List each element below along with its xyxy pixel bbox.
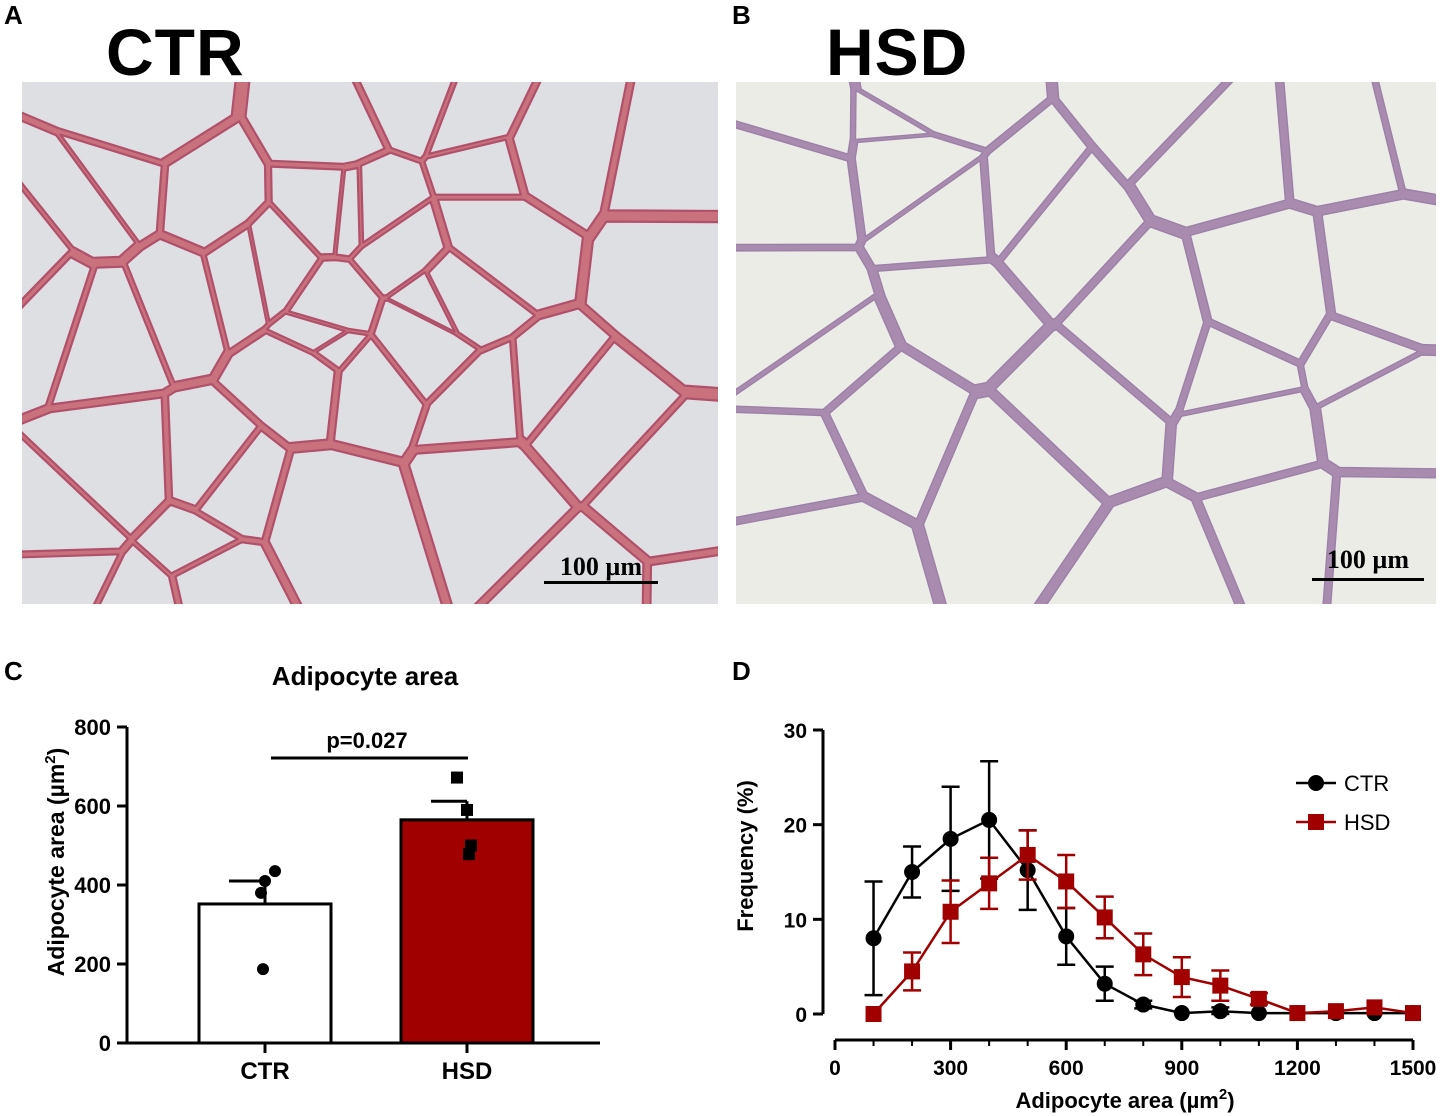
bar-chart: Adipocyte area Adipocyte area (µm2) p=0.… bbox=[42, 661, 600, 1085]
hsd-scale-bar bbox=[1312, 578, 1424, 581]
data-point bbox=[451, 771, 463, 784]
data-point bbox=[981, 811, 998, 828]
y-tick-label: 10 bbox=[784, 909, 807, 932]
data-point bbox=[1327, 1003, 1344, 1020]
x-tick-label: 1500 bbox=[1390, 1057, 1437, 1080]
chart-d-xlabel: Adipocyte area (µm2) bbox=[1015, 1086, 1234, 1113]
data-point bbox=[1058, 928, 1075, 945]
y-tick-label: 200 bbox=[74, 952, 111, 977]
hsd-scale-label: 100 µm bbox=[1326, 545, 1410, 574]
data-point bbox=[463, 848, 475, 861]
x-tick-label: 1200 bbox=[1274, 1057, 1321, 1080]
data-point bbox=[1250, 990, 1267, 1007]
ctr-micrograph: 100 µm bbox=[22, 82, 718, 604]
data-point bbox=[269, 865, 281, 878]
chart-c-ylabel: Adipocyte area (µm2) bbox=[42, 748, 69, 977]
data-point bbox=[942, 830, 959, 847]
data-point bbox=[1096, 975, 1113, 992]
panel-d-letter: D bbox=[732, 656, 751, 686]
data-point bbox=[461, 803, 473, 816]
y-tick-label: 0 bbox=[99, 1031, 111, 1056]
y-tick-label: 600 bbox=[74, 794, 111, 819]
legend-marker bbox=[1308, 814, 1324, 830]
series-ctr bbox=[864, 759, 1421, 1022]
data-point bbox=[1212, 977, 1229, 994]
data-point bbox=[1366, 999, 1383, 1016]
data-point bbox=[1019, 846, 1036, 863]
data-point bbox=[1250, 1005, 1267, 1022]
data-point bbox=[1058, 873, 1075, 890]
x-tick-label: CTR bbox=[240, 1058, 289, 1085]
data-point bbox=[1289, 1005, 1306, 1022]
panel-b-title: HSD bbox=[826, 15, 969, 89]
ctr-tissue-image bbox=[22, 82, 718, 604]
data-point bbox=[255, 886, 267, 899]
data-point bbox=[904, 963, 921, 980]
line-chart: Frequency (%) Adipocyte area (µm2) 0 10 20… bbox=[733, 720, 1437, 1113]
x-tick-label: 300 bbox=[933, 1057, 968, 1080]
panel-c-letter: C bbox=[4, 656, 23, 686]
legend-label: HSD bbox=[1344, 810, 1390, 835]
data-point bbox=[904, 864, 921, 880]
panel-a-letter: A bbox=[4, 0, 23, 30]
data-point bbox=[259, 875, 271, 888]
data-point bbox=[981, 875, 998, 892]
panel-b-letter: B bbox=[732, 0, 751, 30]
chart-c-title: Adipocyte area bbox=[272, 661, 459, 691]
data-point bbox=[1173, 969, 1190, 986]
data-point bbox=[865, 930, 882, 947]
x-tick-label: 0 bbox=[829, 1057, 841, 1080]
data-point bbox=[1135, 996, 1152, 1013]
p-value-annotation: p=0.027 bbox=[326, 728, 407, 753]
ctr-scale-bar bbox=[544, 581, 658, 584]
x-tick-label: 900 bbox=[1164, 1057, 1199, 1080]
data-point bbox=[942, 903, 959, 920]
data-point bbox=[1135, 946, 1152, 963]
ctr-scale-label: 100 µm bbox=[559, 552, 643, 581]
data-point bbox=[1173, 1005, 1190, 1022]
y-tick-label: 800 bbox=[74, 715, 111, 740]
series-hsd bbox=[865, 829, 1421, 1022]
data-point bbox=[1405, 1005, 1421, 1022]
x-tick-label: HSD bbox=[442, 1058, 493, 1085]
x-tick-label: 600 bbox=[1049, 1057, 1084, 1080]
legend-marker bbox=[1308, 775, 1324, 791]
data-point bbox=[865, 1006, 882, 1022]
data-point bbox=[257, 963, 269, 976]
chart-d-ylabel: Frequency (%) bbox=[733, 780, 758, 932]
hsd-tissue-image bbox=[736, 82, 1436, 604]
hsd-micrograph: 100 µm bbox=[736, 82, 1436, 604]
y-tick-label: 30 bbox=[784, 720, 807, 743]
panel-a-title: CTR bbox=[106, 15, 245, 89]
data-point bbox=[1212, 1003, 1229, 1020]
y-tick-label: 0 bbox=[795, 1004, 807, 1027]
data-point bbox=[1096, 909, 1113, 926]
y-tick-label: 400 bbox=[74, 873, 111, 898]
y-tick-label: 20 bbox=[784, 815, 807, 838]
legend-label: CTR bbox=[1344, 771, 1389, 796]
